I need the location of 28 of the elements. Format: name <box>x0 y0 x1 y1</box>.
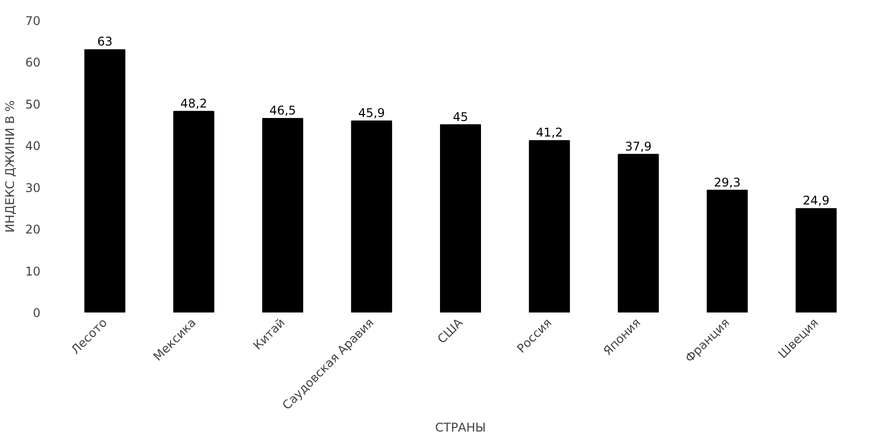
y-tick-label: 0 <box>32 306 41 320</box>
y-tick-label: 70 <box>25 14 41 28</box>
x-axis-title: СТРАНЫ <box>435 420 486 434</box>
bar <box>796 208 837 312</box>
data-label: 45 <box>452 110 468 124</box>
y-tick-label: 30 <box>25 180 41 195</box>
bar <box>528 140 570 312</box>
y-axis-title: ИНДЕКС ДЖИНИ В % <box>3 100 18 233</box>
bar <box>262 118 304 312</box>
bar <box>84 49 126 312</box>
y-tick-label: 40 <box>25 139 41 154</box>
data-label: 24,9 <box>802 194 830 208</box>
data-label: 63 <box>97 34 112 49</box>
bar <box>351 120 392 312</box>
y-tick-label: 10 <box>25 264 41 278</box>
data-label: 48,2 <box>180 96 208 110</box>
y-tick-label: 60 <box>25 56 41 70</box>
bar <box>173 110 214 312</box>
bar <box>440 124 482 312</box>
data-label: 29,3 <box>714 175 741 190</box>
data-label: 37,9 <box>624 139 652 154</box>
data-label: 46,5 <box>269 104 296 118</box>
y-tick-label: 20 <box>25 222 41 237</box>
y-tick-label: 50 <box>25 97 41 112</box>
data-label: 41,2 <box>536 126 563 140</box>
bar <box>706 190 748 312</box>
bar <box>618 154 659 312</box>
data-label: 45,9 <box>358 106 385 120</box>
